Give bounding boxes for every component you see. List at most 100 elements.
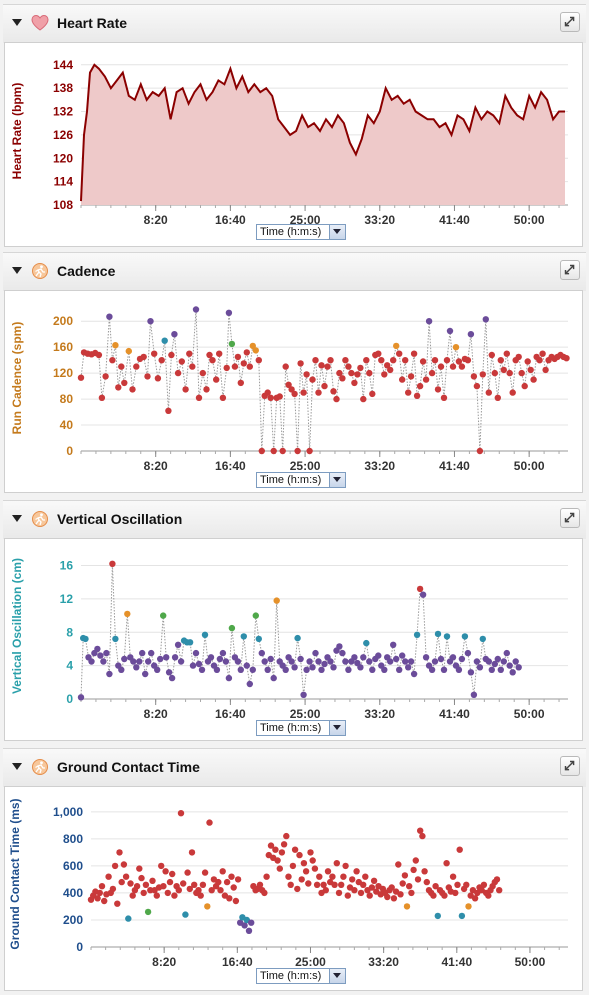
data-point [339, 375, 346, 382]
data-point [88, 658, 95, 665]
x-tick-label: 25:00 [295, 955, 326, 969]
data-point [410, 350, 418, 357]
data-point [255, 635, 262, 643]
data-point [228, 340, 236, 348]
expand-button[interactable] [560, 12, 580, 32]
chevron-down-icon[interactable] [329, 969, 345, 983]
data-point [491, 369, 498, 377]
collapse-triangle-icon[interactable] [12, 267, 22, 274]
data-point [330, 664, 337, 671]
data-point [421, 868, 428, 875]
data-point [401, 872, 409, 879]
data-point [270, 447, 277, 455]
data-point [470, 373, 478, 380]
data-point [240, 360, 247, 367]
data-point [521, 382, 528, 390]
data-point [278, 849, 286, 856]
data-point [410, 866, 417, 874]
data-point [300, 389, 307, 396]
expand-button[interactable] [560, 508, 580, 528]
data-point [406, 883, 413, 890]
data-point [175, 887, 182, 894]
vertical-oscillation-panel: Vertical Oscillation 0 4 8 12 16 8:20 16:40 25:… [3, 500, 586, 741]
data-point [139, 649, 146, 657]
data-point [368, 884, 376, 891]
expand-button[interactable] [560, 260, 580, 280]
data-point [527, 366, 534, 374]
heart-rate-line [80, 63, 565, 202]
data-point [283, 832, 290, 840]
data-point [414, 876, 422, 883]
data-point [255, 357, 262, 364]
data-point [375, 350, 382, 357]
data-point [431, 357, 439, 364]
data-point [109, 885, 117, 893]
data-point [370, 877, 378, 884]
data-point [297, 655, 304, 663]
data-point [174, 641, 182, 648]
expand-button[interactable] [560, 756, 580, 776]
x-axis-selector[interactable]: Time (h:m:s) [256, 472, 346, 488]
data-point [294, 447, 301, 455]
collapse-triangle-icon[interactable] [12, 763, 22, 770]
data-point [336, 369, 343, 377]
data-point [267, 394, 274, 401]
x-axis-selector[interactable]: Time (h:m:s) [256, 224, 346, 240]
x-tick-label: 25:00 [290, 213, 321, 227]
data-point [120, 861, 128, 868]
x-tick-label: 25:00 [290, 459, 321, 473]
data-point [480, 881, 488, 888]
data-point [207, 654, 215, 661]
data-point [182, 386, 189, 393]
data-point [342, 862, 349, 870]
collapse-triangle-icon[interactable] [12, 515, 22, 522]
data-point [384, 893, 391, 901]
x-tick-label: 50:00 [514, 213, 545, 227]
x-axis-selector[interactable]: Time (h:m:s) [256, 968, 346, 984]
data-point [449, 363, 457, 370]
data-point [333, 395, 340, 403]
data-point [96, 889, 104, 897]
data-point [388, 884, 395, 891]
data-point [476, 664, 484, 671]
data-point [282, 666, 289, 673]
data-point [509, 389, 516, 396]
data-point [282, 363, 289, 370]
data-point [387, 658, 394, 665]
data-point [231, 363, 239, 370]
data-point [160, 883, 167, 890]
data-point [252, 347, 259, 354]
data-point [393, 655, 400, 663]
data-point [455, 666, 463, 673]
data-point [399, 880, 406, 887]
collapse-triangle-icon[interactable] [12, 19, 22, 26]
data-point [397, 891, 404, 898]
data-point [142, 670, 149, 678]
y-axis-label: Ground Contact Time (ms) [8, 798, 22, 949]
data-point [164, 889, 171, 897]
data-point [101, 897, 108, 905]
data-point [189, 662, 197, 669]
heart-rate-panel: Heart Rate 108 114 120 126 132 138 144 8:20 16:4… [3, 4, 586, 247]
x-tick-label: 25:00 [290, 707, 321, 721]
data-point [215, 878, 222, 886]
chevron-down-icon[interactable] [329, 721, 345, 735]
data-point [109, 560, 116, 567]
data-point [201, 631, 209, 638]
data-point [313, 881, 321, 888]
chevron-down-icon[interactable] [329, 473, 345, 487]
data-point [473, 382, 481, 390]
data-point [467, 669, 475, 676]
vertical-oscillation-chart: 0 4 8 12 16 8:20 16:40 25:00 33:20 41:40 50:00 Vert… [10, 558, 568, 721]
y-tick-label: 4 [66, 659, 73, 673]
data-point [345, 666, 352, 673]
data-point [168, 351, 175, 359]
data-point [160, 612, 167, 619]
y-tick-label: 16 [60, 559, 74, 573]
data-point [461, 633, 469, 640]
data-point [203, 386, 210, 393]
ground-contact-time-panel: Ground Contact Time 0 200 400 600 800 1,000 8:… [3, 748, 586, 991]
x-axis-selector[interactable]: Time (h:m:s) [256, 720, 346, 736]
chevron-down-icon[interactable] [329, 225, 345, 239]
data-point [213, 376, 220, 383]
